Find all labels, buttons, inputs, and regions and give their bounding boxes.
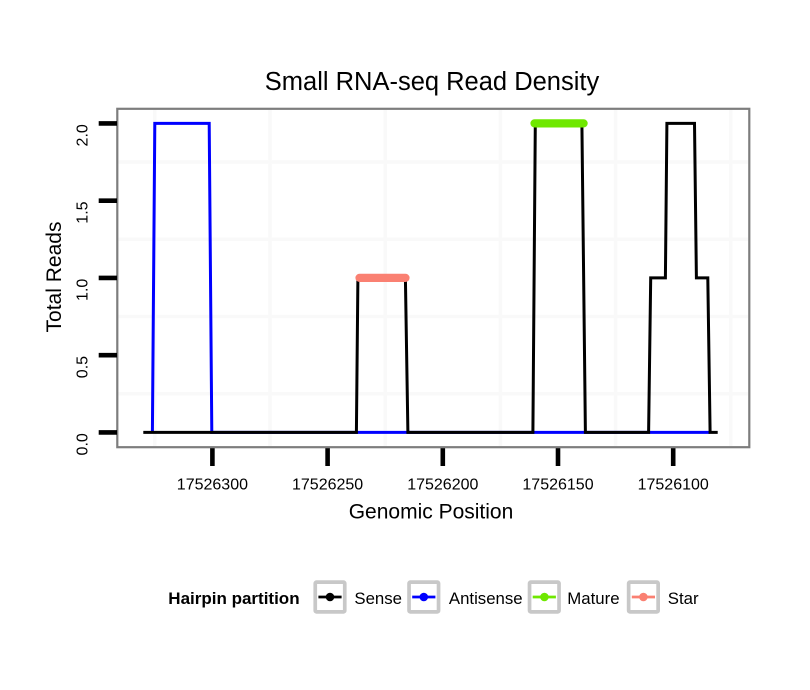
svg-text:0.5: 0.5 <box>75 356 92 378</box>
svg-text:17526250: 17526250 <box>292 477 363 494</box>
svg-text:0.0: 0.0 <box>75 433 92 455</box>
svg-text:Antisense: Antisense <box>449 589 523 608</box>
svg-text:Total Reads: Total Reads <box>43 222 66 333</box>
svg-text:Hairpin partition: Hairpin partition <box>168 589 299 608</box>
svg-text:17526300: 17526300 <box>177 477 248 494</box>
svg-text:Mature: Mature <box>567 589 619 608</box>
svg-text:17526100: 17526100 <box>638 477 709 494</box>
svg-text:2.0: 2.0 <box>75 124 92 146</box>
svg-text:Sense: Sense <box>354 589 402 608</box>
svg-text:17526150: 17526150 <box>522 477 593 494</box>
svg-text:17526200: 17526200 <box>407 477 478 494</box>
svg-text:1.0: 1.0 <box>75 279 92 301</box>
svg-text:1.5: 1.5 <box>75 201 92 223</box>
svg-text:Genomic Position: Genomic Position <box>349 501 514 524</box>
svg-text:Small RNA-seq Read Density: Small RNA-seq Read Density <box>265 68 600 96</box>
svg-text:Star: Star <box>668 589 699 608</box>
